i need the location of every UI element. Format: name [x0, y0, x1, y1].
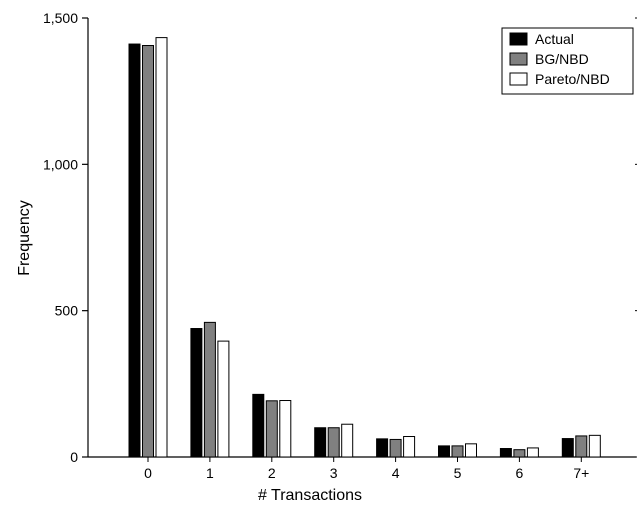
bar-pareto-nbd-3 — [341, 423, 354, 458]
legend-label-bg-nbd: BG/NBD — [535, 51, 589, 67]
y-tick-label-2: 1,000 — [43, 156, 78, 172]
legend-swatch-pareto-nbd — [509, 72, 528, 86]
bars — [128, 37, 601, 458]
bar-bg-nbd-1 — [203, 321, 216, 458]
legend-swatch-actual — [509, 32, 528, 46]
bar-bg-nbd-4 — [389, 438, 402, 458]
y-tick-label-0: 0 — [70, 449, 78, 465]
x-tick-label-3: 3 — [330, 465, 338, 481]
bar-bg-nbd-0 — [142, 45, 154, 458]
bar-bg-nbd-3 — [327, 427, 340, 458]
x-tick-label-2: 2 — [268, 465, 276, 481]
y-tick-label-3: 1,500 — [43, 10, 78, 26]
bar-actual-1 — [190, 328, 203, 458]
bar-pareto-nbd-2 — [279, 400, 292, 458]
x-axis-ticks: 0 1 2 3 4 5 6 7+ — [144, 457, 589, 481]
bar-pareto-nbd-6 — [526, 447, 539, 458]
bar-pareto-nbd-4 — [403, 436, 416, 458]
legend-swatch-bg-nbd — [509, 52, 528, 66]
bar-actual-6 — [499, 448, 512, 458]
plot-frame — [87, 18, 636, 458]
y-axis-title: Frequency — [16, 200, 33, 276]
bar-bg-nbd-2 — [265, 400, 278, 458]
bar-actual-3 — [314, 427, 327, 458]
x-axis-title: # Transactions — [258, 487, 362, 504]
x-tick-label-7: 7+ — [573, 465, 589, 481]
bar-pareto-nbd-0 — [155, 37, 168, 458]
legend: Actual BG/NBD Pareto/NBD — [501, 27, 634, 95]
bar-pareto-nbd-7plus — [588, 434, 601, 458]
x-tick-label-5: 5 — [454, 465, 462, 481]
legend-label-pareto-nbd: Pareto/NBD — [535, 71, 610, 87]
bar-bg-nbd-5 — [451, 445, 464, 458]
bar-actual-0 — [128, 43, 141, 458]
x-tick-label-4: 4 — [392, 465, 400, 481]
x-tick-label-1: 1 — [206, 465, 214, 481]
y-tick-label-1: 500 — [55, 303, 79, 319]
bar-actual-7plus — [561, 438, 574, 458]
bar-pareto-nbd-5 — [465, 443, 477, 458]
bar-bg-nbd-6 — [513, 449, 526, 458]
legend-label-actual: Actual — [535, 31, 574, 47]
bar-actual-5 — [438, 445, 450, 458]
bar-actual-2 — [252, 393, 265, 458]
x-tick-label-0: 0 — [144, 465, 152, 481]
bar-pareto-nbd-1 — [217, 340, 230, 458]
y-axis-ticks: 0 500 1,000 1,500 — [43, 10, 637, 465]
bar-bg-nbd-7plus — [575, 435, 588, 458]
x-tick-label-6: 6 — [516, 465, 524, 481]
bar-actual-4 — [376, 438, 389, 458]
